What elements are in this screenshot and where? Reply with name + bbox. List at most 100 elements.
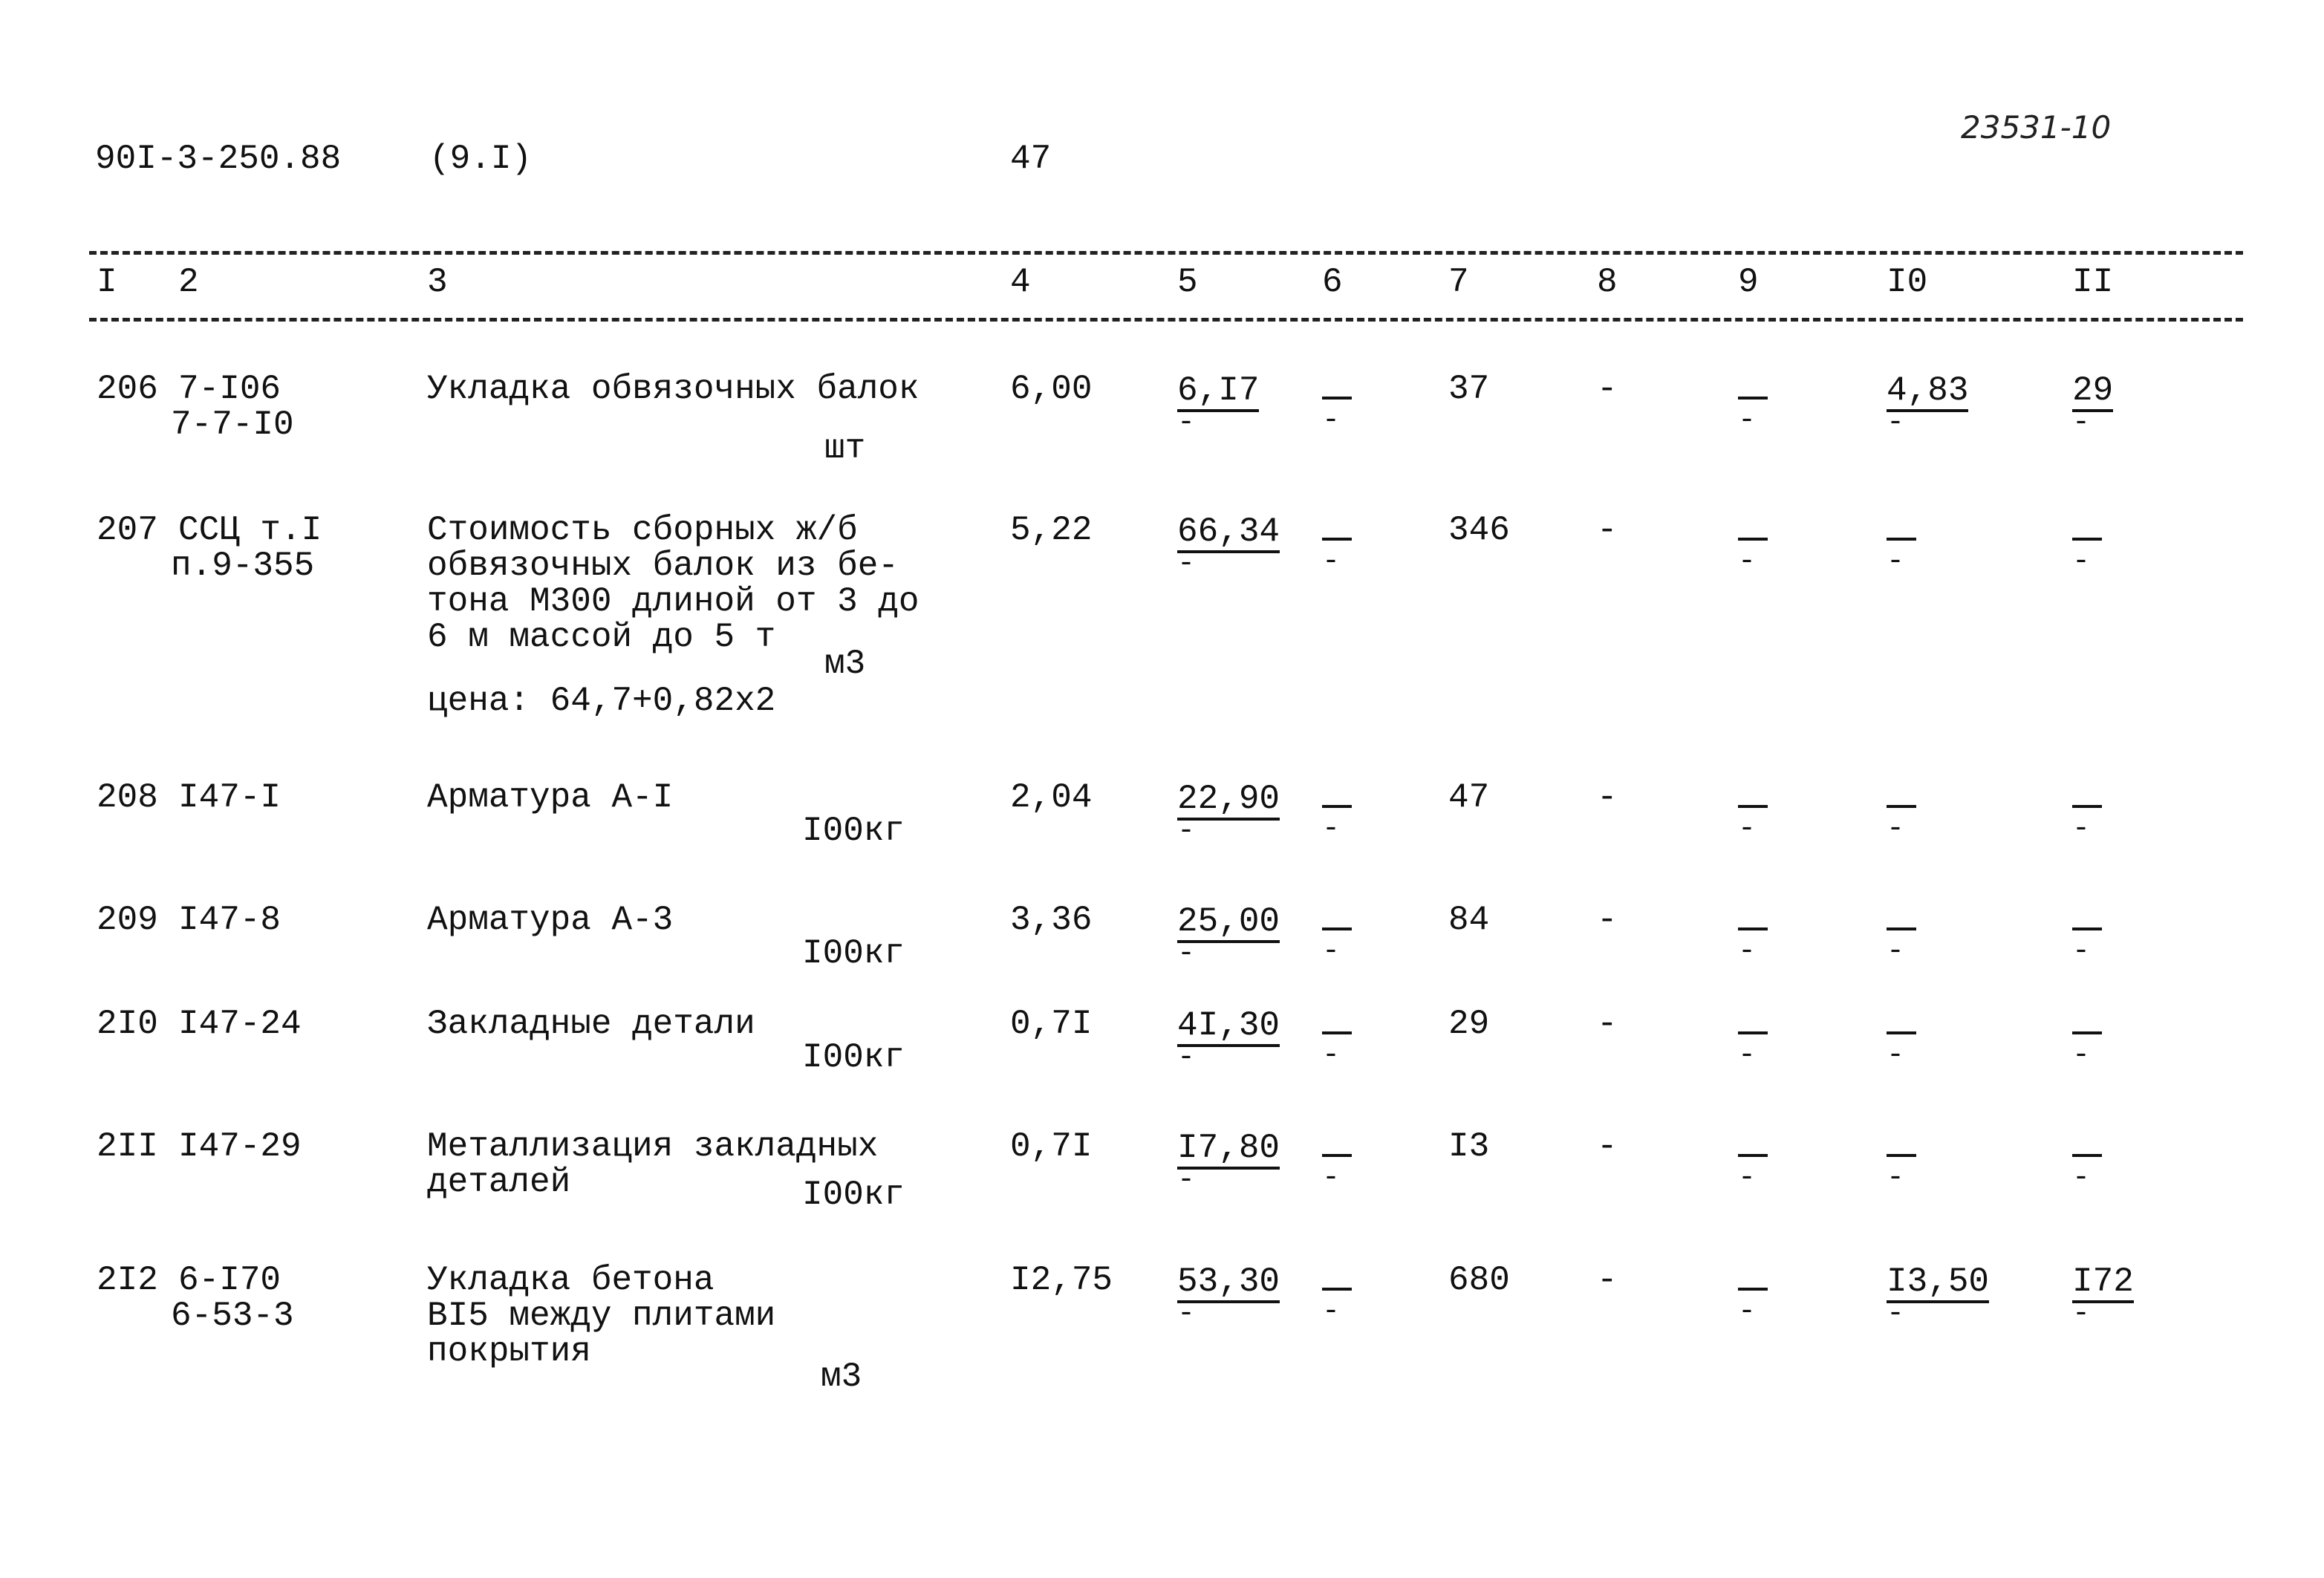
fraction-bottom: - — [1177, 547, 1196, 581]
row-number: 207 — [97, 511, 158, 550]
fraction-top: 4I,30 — [1177, 1008, 1280, 1047]
work-description: Укладка обвязочных балок — [427, 370, 919, 408]
fraction-top: I3,50 — [1887, 1265, 1990, 1303]
unit-of-measure: I00кг — [802, 1176, 905, 1214]
norm-code: п.9-355 — [171, 547, 315, 585]
row-number: 209 — [97, 901, 158, 939]
fraction-top: I7,80 — [1177, 1131, 1280, 1170]
fraction-bottom: - — [1738, 404, 1757, 437]
fraction-top: 53,30 — [1177, 1265, 1280, 1303]
fraction-bottom: - — [1887, 1161, 1905, 1195]
column-8-value: - — [1597, 1262, 1618, 1298]
fraction-bottom: - — [1887, 1297, 1905, 1331]
column-8-value: - — [1597, 1129, 1618, 1164]
fraction-bottom: - — [1322, 1295, 1341, 1328]
fraction-bottom: - — [1738, 1039, 1757, 1072]
fraction-cell-11: 29- — [2072, 371, 2114, 440]
fraction-bottom: - — [1177, 1297, 1196, 1331]
fraction-cell-10: - — [1887, 1129, 1916, 1195]
column-header-4: 4 — [1010, 263, 1031, 301]
fraction-bottom: - — [1887, 545, 1905, 578]
work-description: деталей — [427, 1163, 571, 1202]
fraction-top: 29 — [2072, 374, 2114, 412]
fraction-top — [1322, 376, 1352, 400]
fraction-cell-5: I7,80- — [1177, 1129, 1280, 1196]
work-description: Стоимость сборных ж/б — [427, 511, 858, 550]
fraction-cell-10: - — [1887, 902, 1916, 968]
fraction-bottom: - — [1322, 545, 1341, 578]
column-header-5: 5 — [1177, 263, 1198, 301]
row-number: 2I2 — [97, 1261, 158, 1300]
fraction-bottom: - — [2072, 406, 2091, 440]
fraction-bottom: - — [1738, 935, 1757, 968]
fraction-top: 22,90 — [1177, 782, 1280, 821]
total-cost: 84 — [1448, 901, 1490, 939]
fraction-cell-9: - — [1738, 902, 1768, 968]
fraction-top: 4,83 — [1887, 374, 1969, 412]
fraction-cell-9: - — [1738, 1129, 1768, 1193]
work-description: Закладные детали — [427, 1005, 755, 1043]
page-number: 47 — [1010, 140, 1052, 178]
fraction-bottom: - — [1322, 1161, 1341, 1195]
fraction-top: 66,34 — [1177, 515, 1280, 553]
fraction-bottom: - — [1887, 406, 1905, 440]
norm-code: I47-I — [178, 778, 281, 817]
dash: - — [1597, 1127, 1618, 1166]
fraction-top: 25,00 — [1177, 904, 1280, 943]
fraction-cell-9: - — [1738, 1262, 1768, 1327]
fraction-bottom: - — [2072, 1297, 2091, 1331]
fraction-top — [1887, 784, 1916, 808]
fraction-top — [1738, 1133, 1768, 1157]
dash: - — [1597, 778, 1618, 817]
work-description: Металлизация закладных — [427, 1127, 879, 1166]
unit-of-measure: I00кг — [802, 934, 905, 973]
fraction-bottom: - — [2072, 935, 2091, 968]
work-description: покрытия — [427, 1332, 591, 1371]
fraction-top — [1322, 1011, 1352, 1034]
column-header-6: 6 — [1322, 263, 1343, 301]
column-header-7: 7 — [1448, 263, 1469, 301]
fraction-bottom: - — [2072, 545, 2091, 578]
unit-of-measure: шт — [824, 429, 866, 468]
fraction-bottom: - — [1322, 404, 1341, 437]
quantity: 5,22 — [1010, 511, 1093, 550]
fraction-cell-6: - — [1322, 1262, 1352, 1328]
fraction-cell-11: - — [2072, 780, 2102, 846]
fraction-top — [1887, 1011, 1916, 1034]
handwritten-number: 23531-10 — [1961, 109, 2112, 146]
dash: - — [1597, 901, 1618, 939]
fraction-cell-6: - — [1322, 512, 1352, 578]
fraction-top — [1738, 1267, 1768, 1291]
fraction-bottom: - — [1177, 815, 1196, 848]
norm-code: I47-8 — [178, 901, 281, 939]
unit-of-measure: I00кг — [802, 812, 905, 850]
fraction-cell-5: 25,00- — [1177, 902, 1280, 971]
quantity: I2,75 — [1010, 1261, 1113, 1300]
fraction-bottom: - — [1887, 935, 1905, 968]
fraction-bottom: - — [1322, 935, 1341, 968]
quantity: 0,7I — [1010, 1127, 1093, 1166]
header-divider-top — [89, 251, 2243, 255]
fraction-top — [1322, 907, 1352, 930]
fraction-top — [1322, 784, 1352, 808]
work-description: обвязочных балок из бе- — [427, 547, 899, 585]
quantity: 0,7I — [1010, 1005, 1093, 1043]
norm-code: 7-I06 — [178, 370, 281, 408]
fraction-top — [1887, 517, 1916, 541]
fraction-cell-11: I72- — [2072, 1262, 2134, 1331]
column-8-value: - — [1597, 1006, 1618, 1042]
row-number: 206 — [97, 370, 158, 408]
header-divider-bottom — [89, 318, 2243, 322]
total-cost: 47 — [1448, 778, 1490, 817]
work-description: BI5 между плитами — [427, 1297, 776, 1335]
fraction-cell-9: - — [1738, 1006, 1768, 1072]
fraction-top — [1738, 376, 1768, 400]
unit-of-measure: м3 — [824, 645, 866, 683]
row-number: 2I0 — [97, 1005, 158, 1043]
fraction-bottom: - — [1177, 937, 1196, 971]
fraction-bottom: - — [2072, 812, 2091, 846]
fraction-cell-9: - — [1738, 512, 1768, 577]
fraction-top — [1322, 517, 1352, 541]
total-cost: 346 — [1448, 511, 1510, 550]
fraction-cell-10: 4,83- — [1887, 371, 1969, 440]
